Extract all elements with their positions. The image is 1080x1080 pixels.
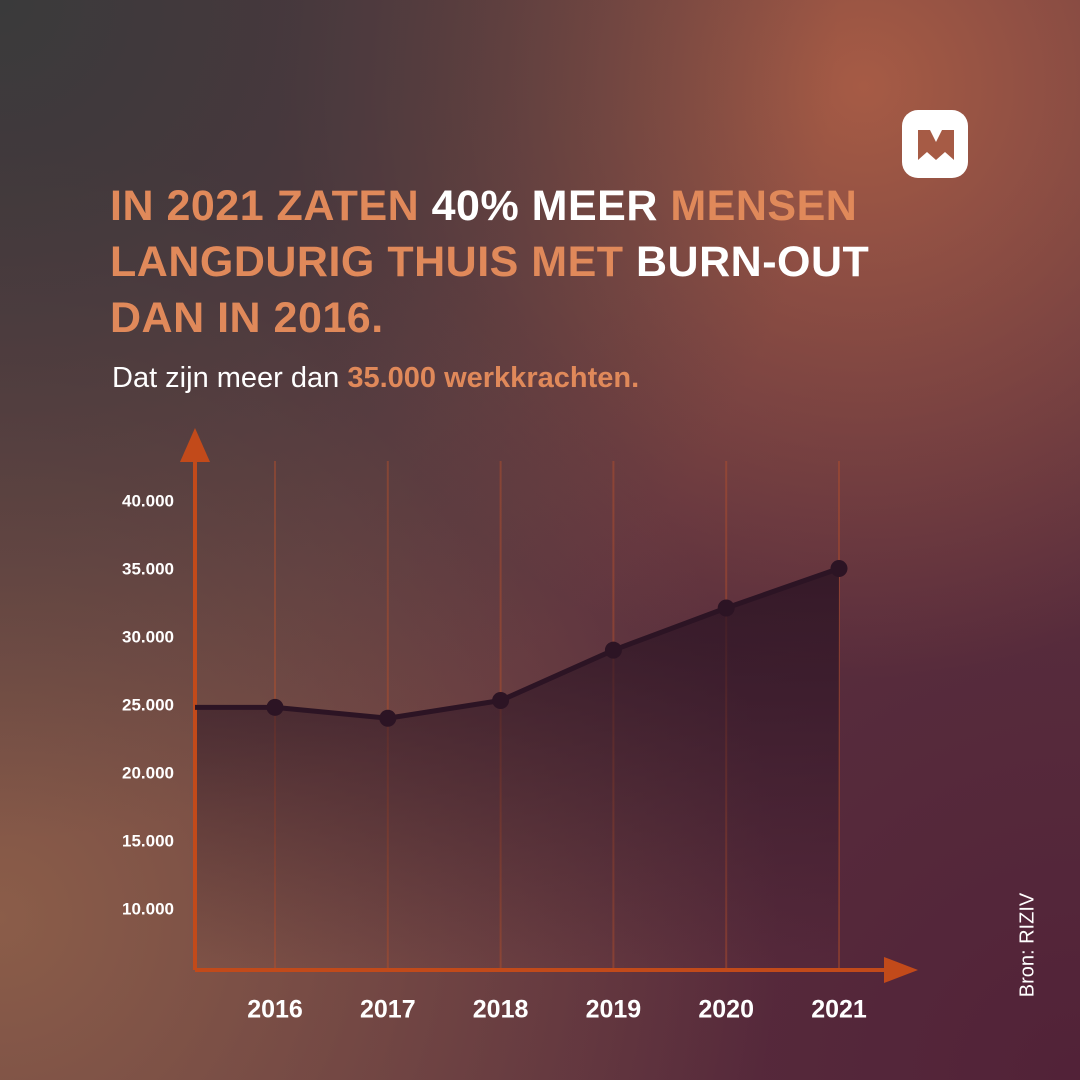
y-tick-label: 40.000 xyxy=(122,491,174,510)
headline-part: MENSEN xyxy=(670,182,858,230)
y-tick-label: 10.000 xyxy=(122,900,174,919)
point xyxy=(604,641,622,659)
x-tick-label: 2019 xyxy=(586,996,642,1024)
point xyxy=(717,599,735,617)
x-tick-label: 2016 xyxy=(247,996,303,1024)
point xyxy=(492,692,510,710)
y-axis-arrow xyxy=(180,428,210,462)
y-tick-label: 20.000 xyxy=(122,764,174,783)
headline-part: LANGDURIG THUIS MET xyxy=(110,238,636,286)
x-tick-label: 2018 xyxy=(473,996,529,1024)
x-axis-arrow xyxy=(884,957,918,983)
area xyxy=(195,568,839,970)
headline-part: 40% MEER xyxy=(431,182,671,230)
subtitle-part: Dat zijn meer dan xyxy=(112,362,348,394)
headline-part: DAN IN 2016. xyxy=(110,294,384,342)
line xyxy=(274,566,840,721)
headline-part: IN 2021 ZATEN xyxy=(110,182,432,230)
logo xyxy=(902,110,968,178)
headline-part: BURN-OUT xyxy=(635,238,870,286)
subtitle-part: 35.000 werkkrachten. xyxy=(347,362,640,394)
headline-line: LANGDURIG THUIS MET BURN-OUT xyxy=(110,234,869,290)
headline: IN 2021 ZATEN 40% MEER MENSEN LANGDURIG T… xyxy=(110,178,869,346)
headline-line: IN 2021 ZATEN 40% MEER MENSEN xyxy=(110,178,869,234)
subtitle: Dat zijn meer dan 35.000 werkkrachten. xyxy=(112,362,639,395)
point xyxy=(830,560,848,578)
y-tick-label: 25.000 xyxy=(122,695,174,714)
x-tick-label: 2020 xyxy=(698,996,754,1024)
point xyxy=(266,698,284,716)
source: Bron: RIZIV xyxy=(1016,892,1038,997)
x-tick-label: 2017 xyxy=(360,996,416,1024)
x-tick-label: 2021 xyxy=(811,996,867,1024)
y-tick-label: 30.000 xyxy=(122,627,174,646)
point xyxy=(379,709,397,727)
headline-line: DAN IN 2016. xyxy=(110,290,869,346)
y-tick-label: 15.000 xyxy=(122,832,174,851)
y-tick-label: 35.000 xyxy=(122,559,174,578)
